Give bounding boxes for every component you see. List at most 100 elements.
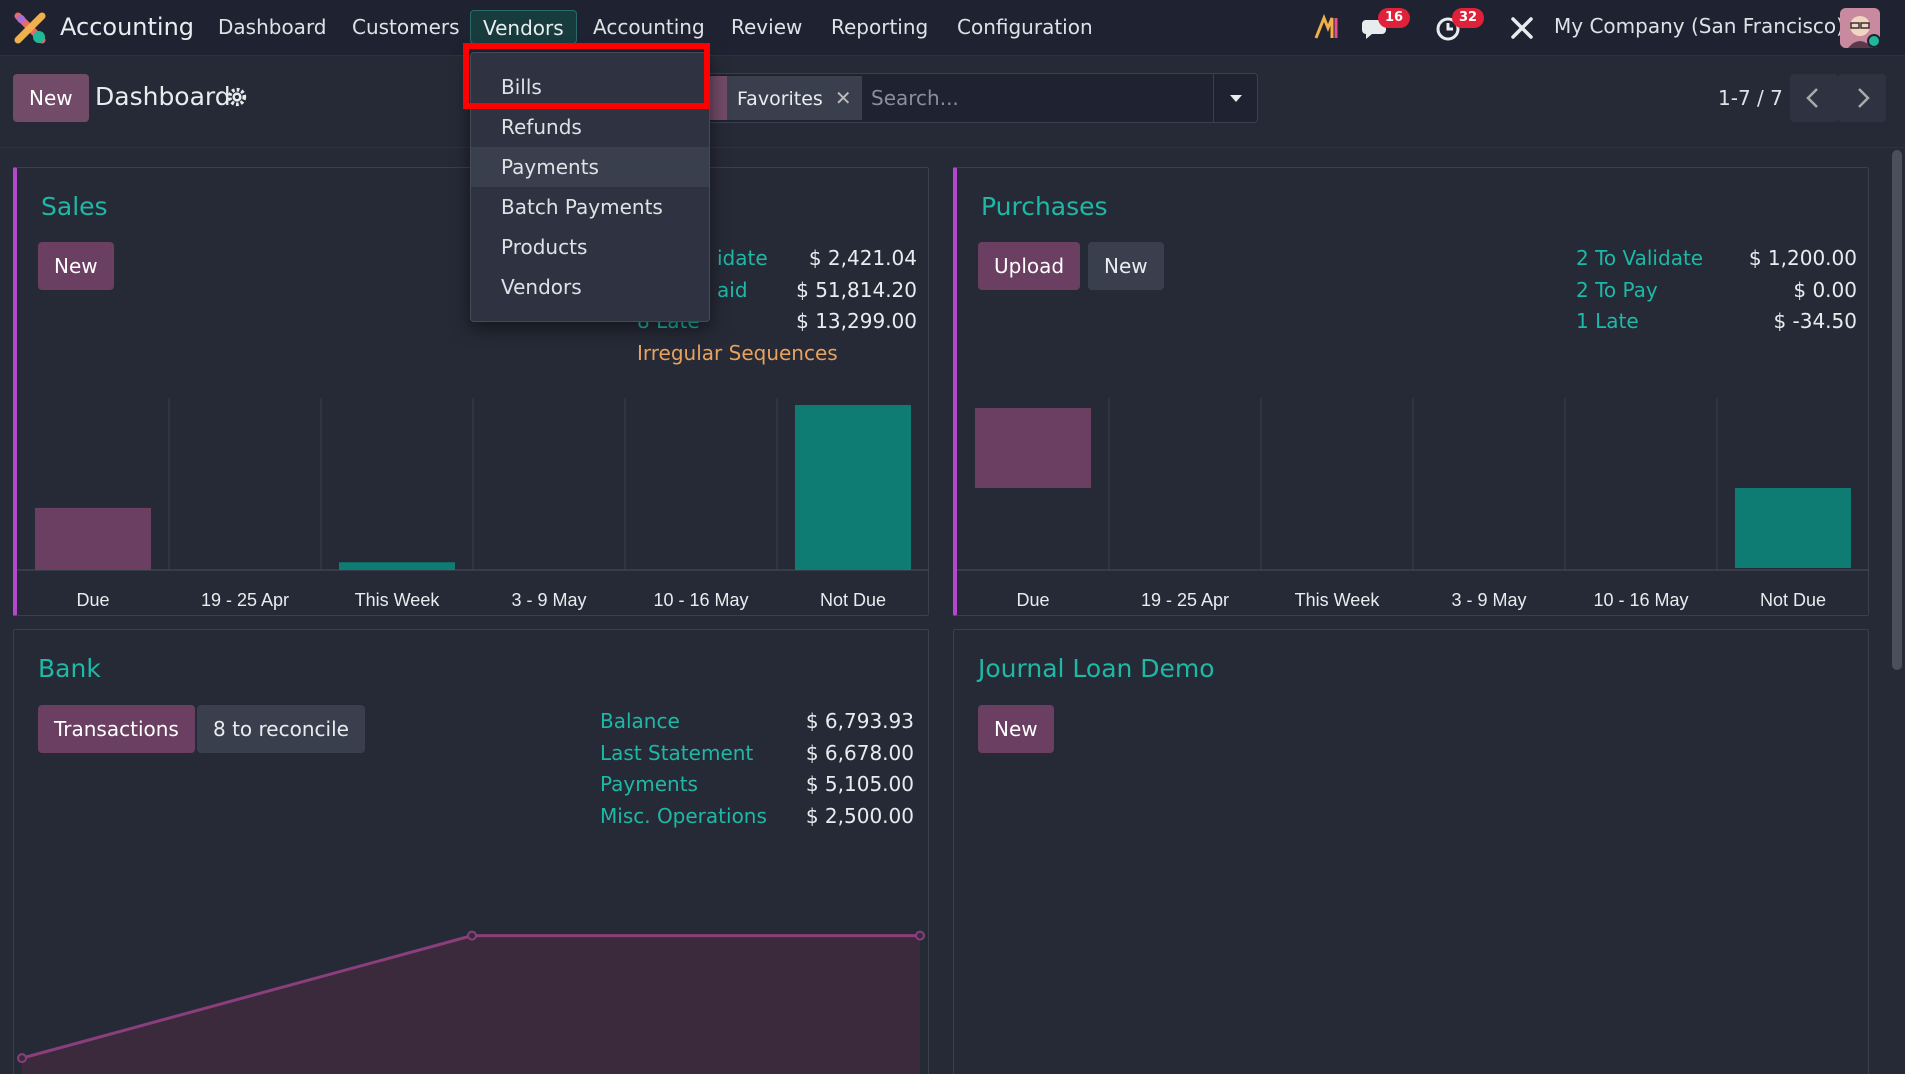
sales-x-tick-label: Not Due: [819, 590, 887, 610]
vendors-dropdown-menu: Bills Refunds Payments Batch Payments Pr…: [470, 52, 710, 322]
journal-loan-title[interactable]: Journal Loan Demo: [978, 654, 1215, 683]
bank-data-point[interactable]: [467, 930, 477, 941]
chevron-right-icon: [1858, 88, 1870, 108]
page-scrollbar[interactable]: [1892, 150, 1902, 670]
online-status-dot: [1867, 34, 1881, 48]
bank-stat-label-1[interactable]: Balance: [600, 709, 680, 733]
messages-button[interactable]: 16: [1360, 8, 1411, 44]
search-input[interactable]: [871, 80, 1191, 116]
purchases-x-tick-label: Not Due: [1759, 590, 1827, 610]
avatar-image: [1840, 8, 1880, 48]
pager-next-button[interactable]: [1838, 74, 1886, 122]
bank-area-chart: [17, 930, 925, 1074]
bank-data-point[interactable]: [17, 1053, 27, 1064]
dropdown-item-batch-payments[interactable]: Batch Payments: [501, 195, 663, 219]
sales-bar[interactable]: [339, 562, 455, 570]
purchases-new-button[interactable]: New: [1088, 242, 1164, 290]
purchases-bar[interactable]: [1735, 488, 1851, 568]
bank-stat-value-4: $ 2,500.00: [805, 804, 914, 828]
dropdown-item-vendors[interactable]: Vendors: [501, 275, 582, 299]
journal-loan-new-button[interactable]: New: [978, 705, 1054, 753]
sales-bar[interactable]: [795, 405, 911, 570]
dropdown-item-products[interactable]: Products: [501, 235, 588, 259]
sales-stat-value-3: $ 13,299.00: [796, 309, 917, 333]
sales-x-tick-label: 19 - 25 Apr: [200, 590, 290, 610]
sales-x-tick-label: This Week: [354, 590, 440, 610]
bank-stat-label-3[interactable]: Payments: [600, 772, 698, 796]
purchases-x-tick-label: This Week: [1294, 590, 1380, 610]
purchases-stat-label-2[interactable]: 2 To Pay: [1576, 278, 1658, 302]
messages-badge: 16: [1378, 8, 1411, 28]
transactions-button[interactable]: Transactions: [38, 705, 195, 753]
bank-stat-value-1: $ 6,793.93: [805, 709, 914, 733]
purchases-bar[interactable]: [975, 408, 1091, 488]
purchases-stat-label-1[interactable]: 2 To Validate: [1576, 246, 1704, 270]
bank-title[interactable]: Bank: [38, 654, 101, 683]
clock-icon: [1436, 17, 1460, 41]
dropdown-item-refunds[interactable]: Refunds: [501, 115, 582, 139]
page-title: Dashboard: [95, 82, 231, 111]
bank-stat-value-3: $ 5,105.00: [805, 772, 914, 796]
chevron-left-icon: [1806, 88, 1818, 108]
sales-bar-chart: [17, 398, 929, 571]
purchases-card: Purchases Upload New 2 To Validate $ 1,2…: [953, 167, 1869, 616]
accounting-app-icon[interactable]: [12, 10, 48, 46]
sales-bar[interactable]: [35, 507, 151, 570]
purchases-title[interactable]: Purchases: [981, 192, 1108, 221]
app-name[interactable]: Accounting: [60, 13, 195, 41]
bank-stat-label-4[interactable]: Misc. Operations: [600, 804, 767, 828]
activities-badge: 32: [1452, 8, 1485, 28]
favorites-facet[interactable]: Favorites ✕: [727, 76, 862, 120]
purchases-stat-value-1: $ 1,200.00: [1748, 246, 1857, 270]
sales-x-tick-label: 10 - 16 May: [653, 590, 749, 610]
purchases-x-tick-label: Due: [1016, 590, 1050, 610]
bank-data-point[interactable]: [915, 930, 925, 941]
bank-stat-value-2: $ 6,678.00: [805, 741, 914, 765]
reconcile-button[interactable]: 8 to reconcile: [197, 705, 365, 753]
menu-dashboard[interactable]: Dashboard: [218, 15, 327, 39]
purchases-x-tick-label: 3 - 9 May: [1451, 590, 1527, 610]
sales-stat-label-1[interactable]: idate: [717, 246, 768, 270]
sales-stat-value-1: $ 2,421.04: [808, 246, 917, 270]
irregular-sequences-link[interactable]: Irregular Sequences: [637, 341, 838, 365]
new-button[interactable]: New: [13, 74, 89, 122]
menu-accounting[interactable]: Accounting: [593, 15, 705, 39]
menu-vendors[interactable]: Vendors: [470, 10, 577, 44]
dropdown-item-payments[interactable]: Payments: [471, 147, 709, 187]
sales-new-button[interactable]: New: [38, 242, 114, 290]
top-navbar: Accounting Dashboard Customers Vendors A…: [0, 0, 1905, 56]
bills-highlight-box: [463, 43, 710, 109]
ai-icon[interactable]: [1312, 12, 1344, 44]
journal-loan-card: Journal Loan Demo New: [953, 629, 1869, 1074]
menu-review[interactable]: Review: [731, 15, 803, 39]
purchases-x-tick-label: 10 - 16 May: [1593, 590, 1689, 610]
menu-customers[interactable]: Customers: [352, 15, 460, 39]
sales-x-tick-label: 3 - 9 May: [511, 590, 587, 610]
purchases-stat-label-3[interactable]: 1 Late: [1576, 309, 1639, 333]
search-bar: Favorites ✕: [690, 73, 1258, 123]
pager-previous-button[interactable]: [1790, 74, 1838, 122]
pager-value[interactable]: 1-7 / 7: [1718, 86, 1783, 110]
sales-stat-value-2: $ 51,814.20: [796, 278, 917, 302]
purchases-stat-value-2: $ 0.00: [1793, 278, 1857, 302]
search-options-toggle[interactable]: [1213, 74, 1257, 122]
bank-card: Bank Transactions 8 to reconcile Balance…: [13, 629, 929, 1074]
menu-configuration[interactable]: Configuration: [957, 15, 1093, 39]
bank-stat-label-2[interactable]: Last Statement: [600, 741, 754, 765]
remove-facet-icon[interactable]: ✕: [834, 86, 852, 110]
upload-button[interactable]: Upload: [978, 242, 1081, 290]
purchases-x-tick-label: 19 - 25 Apr: [1140, 590, 1230, 610]
gear-icon[interactable]: [226, 86, 248, 108]
purchases-stat-value-3: $ -34.50: [1773, 309, 1857, 333]
user-avatar[interactable]: [1840, 8, 1880, 48]
tools-icon[interactable]: [1506, 12, 1538, 44]
sales-x-tick-label: Due: [76, 590, 110, 610]
sales-title[interactable]: Sales: [41, 192, 108, 221]
sales-stat-label-2[interactable]: aid: [717, 278, 748, 302]
menu-reporting[interactable]: Reporting: [831, 15, 929, 39]
dropdown-item-bills[interactable]: Bills: [501, 75, 542, 99]
company-switcher[interactable]: My Company (San Francisco): [1554, 14, 1844, 38]
bank-area-fill: [22, 935, 920, 1074]
activities-button[interactable]: 32: [1434, 8, 1485, 44]
purchases-bar-chart: [957, 398, 1869, 571]
